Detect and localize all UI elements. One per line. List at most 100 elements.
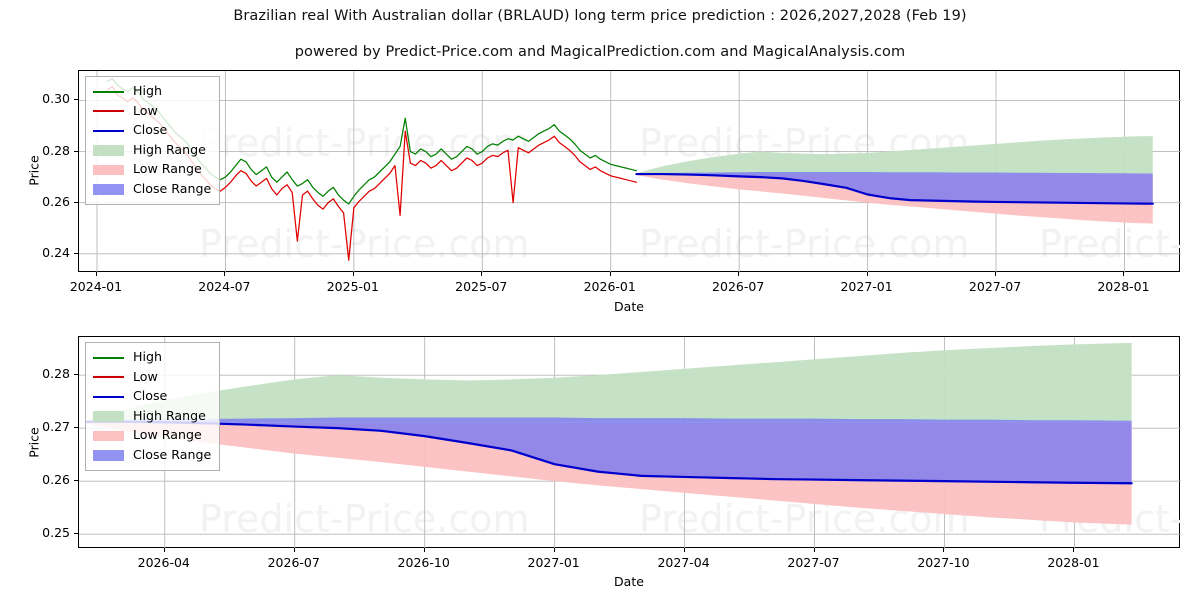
band-close-range bbox=[636, 172, 1153, 205]
legend-item-high[interactable]: High bbox=[93, 348, 211, 368]
legend-swatch-icon bbox=[93, 182, 124, 196]
y-tick-label: 0.28 bbox=[42, 142, 70, 158]
legend-item-close[interactable]: Close bbox=[93, 387, 211, 407]
x-tick-mark bbox=[609, 272, 611, 276]
band-high-range bbox=[86, 342, 1132, 422]
legend-item-high-range[interactable]: High Range bbox=[93, 407, 211, 427]
x-tick-mark bbox=[95, 272, 97, 276]
y-tick-mark bbox=[74, 150, 78, 152]
x-tick-mark bbox=[866, 272, 868, 276]
legend-item-label: High bbox=[133, 83, 162, 99]
legend-item-low-range[interactable]: Low Range bbox=[93, 160, 211, 180]
x-tick-label: 2026-04 bbox=[137, 555, 190, 570]
legend-item-close[interactable]: Close bbox=[93, 121, 211, 141]
watermark-text: Predict-Price.com bbox=[199, 121, 530, 165]
legend-swatch-icon bbox=[93, 143, 124, 157]
x-tick-label: 2027-07 bbox=[968, 279, 1022, 294]
legend-item-label: Close bbox=[133, 122, 168, 138]
x-tick-label: 2026-07 bbox=[712, 279, 765, 294]
legend-item-close-range[interactable]: Close Range bbox=[93, 180, 211, 200]
watermark-text: Predict-Price.com bbox=[1039, 222, 1181, 266]
legend-item-label: Low bbox=[133, 102, 158, 118]
y-tick-label: 0.30 bbox=[42, 91, 70, 107]
band-high-range bbox=[636, 135, 1153, 175]
legend-item-high[interactable]: High bbox=[93, 82, 211, 102]
bottom-x-axis-label: Date bbox=[614, 574, 644, 589]
watermark-text: Predict-Price.com bbox=[199, 222, 530, 266]
y-tick-mark bbox=[74, 427, 78, 429]
legend-item-label: High Range bbox=[133, 141, 206, 157]
legend-swatch-icon bbox=[93, 104, 124, 118]
y-tick-mark bbox=[74, 252, 78, 254]
legend-swatch-icon bbox=[93, 85, 124, 99]
x-tick-mark bbox=[813, 548, 815, 552]
y-tick-mark bbox=[74, 480, 78, 482]
top-chart-legend: High Low Close High Range Low Range Close Ran… bbox=[85, 76, 221, 205]
legend-swatch-icon bbox=[93, 429, 124, 443]
x-tick-mark bbox=[163, 548, 165, 552]
x-tick-label: 2027-04 bbox=[657, 555, 710, 570]
top-x-axis-label: Date bbox=[614, 299, 644, 314]
x-tick-mark bbox=[1073, 548, 1075, 552]
legend-swatch-icon bbox=[93, 409, 124, 423]
x-tick-mark bbox=[738, 272, 740, 276]
y-tick-mark bbox=[74, 533, 78, 535]
legend-item-label: Close bbox=[133, 388, 168, 404]
y-tick-mark bbox=[74, 374, 78, 376]
x-tick-label: 2024-07 bbox=[198, 279, 251, 294]
legend-item-low[interactable]: Low bbox=[93, 368, 211, 388]
x-tick-mark bbox=[553, 548, 555, 552]
legend-item-label: Close Range bbox=[133, 180, 212, 196]
x-tick-mark bbox=[224, 272, 226, 276]
top-plot-area: Predict-Price.com Predict-Price.com Predic… bbox=[78, 70, 1181, 273]
top-chart-panel: Predict-Price.com Predict-Price.com Predic… bbox=[27, 70, 1181, 314]
y-tick-label: 0.25 bbox=[42, 525, 70, 541]
y-tick-mark bbox=[74, 99, 78, 101]
legend-item-label: Low Range bbox=[133, 161, 202, 177]
y-tick-label: 0.26 bbox=[42, 472, 70, 488]
x-tick-label: 2027-10 bbox=[917, 555, 970, 570]
series-line-close bbox=[85, 420, 1133, 485]
x-tick-label: 2026-07 bbox=[267, 555, 320, 570]
x-tick-mark bbox=[995, 272, 997, 276]
page-title: Brazilian real With Australian dollar (B… bbox=[233, 8, 967, 24]
legend-swatch-icon bbox=[93, 163, 124, 177]
x-tick-label: 2027-01 bbox=[840, 279, 893, 294]
x-tick-label: 2027-07 bbox=[787, 555, 840, 570]
y-tick-label: 0.26 bbox=[42, 193, 70, 209]
x-tick-label: 2026-10 bbox=[397, 555, 450, 570]
x-tick-label: 2026-01 bbox=[583, 279, 636, 294]
bottom-chart-panel: Predict-Price.comPredict-Price.comPredic… bbox=[0, 310, 1200, 600]
legend-item-label: Close Range bbox=[133, 446, 212, 462]
legend-item-high-range[interactable]: High Range bbox=[93, 141, 211, 161]
x-tick-label: 2025-07 bbox=[455, 279, 508, 294]
page-subtitle: powered by Predict-Price.com and Magical… bbox=[294, 44, 906, 60]
bottom-y-axis-label: Price bbox=[26, 427, 42, 458]
legend-item-low-range[interactable]: Low Range bbox=[93, 426, 211, 446]
legend-item-label: Low Range bbox=[133, 427, 202, 443]
bottom-plot-area: Predict-Price.comPredict-Price.comPredic… bbox=[78, 336, 1181, 549]
x-tick-mark bbox=[352, 272, 354, 276]
x-tick-label: 2028-01 bbox=[1047, 555, 1100, 570]
x-tick-mark bbox=[293, 548, 295, 552]
x-tick-mark bbox=[1123, 272, 1125, 276]
legend-item-close-range[interactable]: Close Range bbox=[93, 446, 211, 466]
y-tick-label: 0.24 bbox=[42, 244, 70, 260]
watermark-text: Predict-Price.com bbox=[199, 497, 530, 541]
x-tick-label: 2028-01 bbox=[1097, 279, 1150, 294]
x-tick-label: 2024-01 bbox=[69, 279, 123, 294]
band-close-range bbox=[86, 417, 1132, 485]
legend-item-label: Low bbox=[133, 368, 158, 384]
x-tick-mark bbox=[423, 548, 425, 552]
legend-swatch-icon bbox=[93, 370, 124, 384]
series-line-close bbox=[635, 172, 1154, 205]
legend-swatch-icon bbox=[93, 124, 124, 138]
legend-swatch-icon bbox=[93, 351, 124, 365]
legend-item-label: High Range bbox=[133, 407, 206, 423]
y-tick-label: 0.27 bbox=[42, 419, 70, 435]
legend-swatch-icon bbox=[93, 448, 124, 462]
x-tick-mark bbox=[943, 548, 945, 552]
x-tick-mark bbox=[683, 548, 685, 552]
legend-item-low[interactable]: Low bbox=[93, 102, 211, 122]
